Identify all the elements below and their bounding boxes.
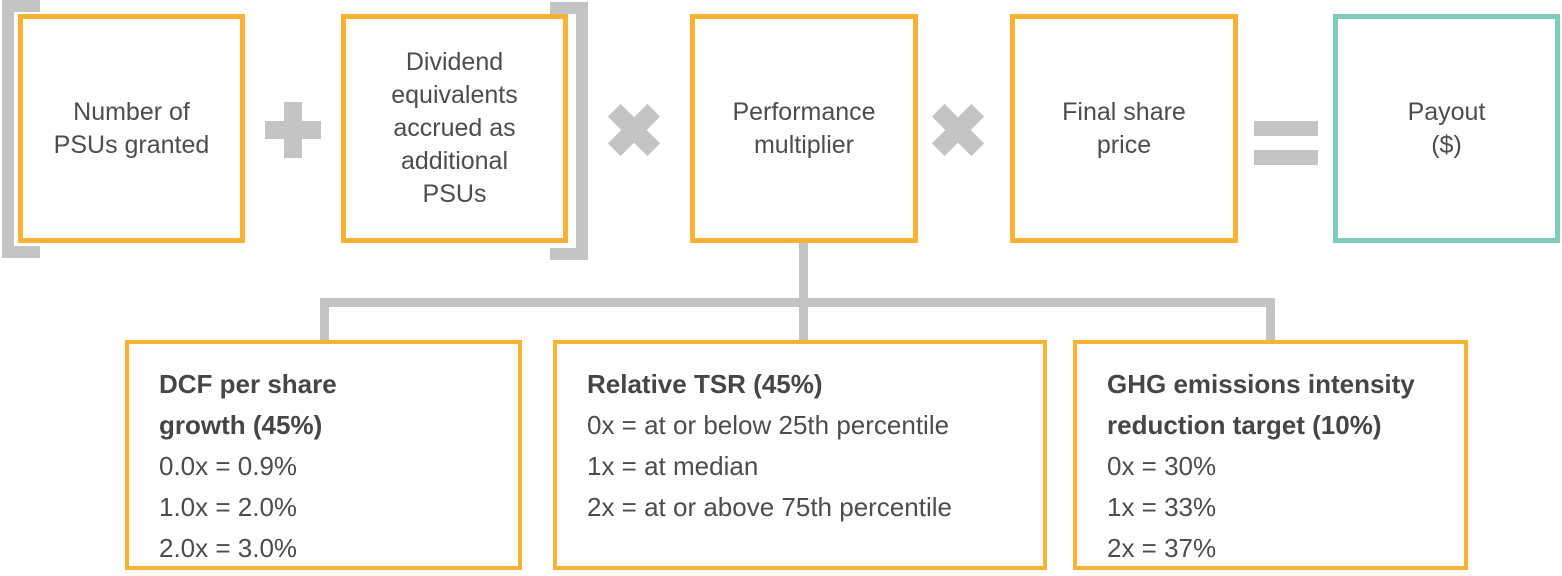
metric-line: 1.0x = 2.0%	[159, 492, 298, 522]
metric-box-dcf-per-share-growth: DCF per share growth (45%) 0.0x = 0.9% 1…	[125, 340, 522, 570]
metric-title: DCF per share growth (45%)	[159, 369, 337, 440]
metric-line: 2x = 37%	[1107, 533, 1217, 563]
equals-icon	[1254, 121, 1318, 165]
left-bracket-icon	[2, 0, 40, 258]
connector-drop-center	[799, 298, 808, 340]
box-label: Payout ($)	[1407, 97, 1486, 159]
metric-box-relative-tsr: Relative TSR (45%) 0x = at or below 25th…	[553, 340, 1047, 570]
metric-line: 1x = at median	[587, 451, 759, 481]
right-bracket-icon	[550, 2, 588, 260]
metric-line: 0x = at or below 25th percentile	[587, 410, 950, 440]
connector-stem	[799, 243, 808, 303]
metric-line: 0x = 30%	[1107, 451, 1217, 481]
plus-icon	[265, 102, 321, 158]
metric-title: GHG emissions intensity reduction target…	[1107, 369, 1415, 440]
box-label: Dividend equivalents accrued as addition…	[391, 48, 518, 208]
box-label: Final share price	[1062, 97, 1186, 159]
connector-drop-right	[1266, 298, 1275, 340]
box-dividend-equivalents: Dividend equivalents accrued as addition…	[341, 14, 568, 243]
metric-box-ghg-emissions: GHG emissions intensity reduction target…	[1073, 340, 1468, 570]
connector-horizontal	[320, 298, 1275, 307]
box-payout: Payout ($)	[1333, 14, 1560, 243]
box-final-share-price: Final share price	[1010, 14, 1238, 243]
connector-drop-left	[320, 298, 329, 340]
multiply-icon	[918, 90, 997, 169]
box-label: Performance multiplier	[732, 97, 876, 159]
box-performance-multiplier: Performance multiplier	[690, 14, 918, 243]
metric-line: 0.0x = 0.9%	[159, 451, 298, 481]
metric-line: 2x = at or above 75th percentile	[587, 492, 952, 522]
box-label: Number of PSUs granted	[53, 97, 210, 159]
metric-title: Relative TSR (45%)	[587, 369, 823, 399]
metric-line: 2.0x = 3.0%	[159, 533, 298, 563]
metric-line: 1x = 33%	[1107, 492, 1217, 522]
box-number-of-psus-granted: Number of PSUs granted	[18, 14, 245, 243]
multiply-icon	[594, 90, 673, 169]
